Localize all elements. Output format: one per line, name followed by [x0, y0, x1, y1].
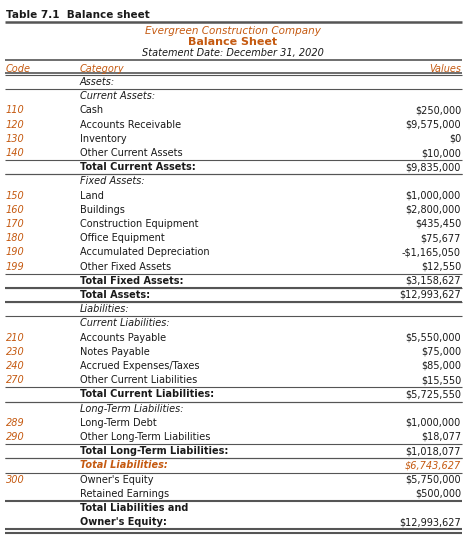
Text: Assets:: Assets: — [80, 77, 115, 87]
Text: 170: 170 — [6, 219, 25, 229]
Text: $250,000: $250,000 — [415, 106, 461, 116]
Text: 210: 210 — [6, 332, 25, 343]
Text: Fixed Assets:: Fixed Assets: — [80, 176, 145, 186]
Text: Notes Payable: Notes Payable — [80, 347, 150, 357]
Text: 140: 140 — [6, 148, 25, 158]
Text: 190: 190 — [6, 247, 25, 257]
Text: Accounts Payable: Accounts Payable — [80, 332, 166, 343]
Text: 110: 110 — [6, 106, 25, 116]
Text: Accrued Expenses/Taxes: Accrued Expenses/Taxes — [80, 361, 199, 371]
Text: $12,993,627: $12,993,627 — [399, 517, 461, 527]
Text: $75,000: $75,000 — [421, 347, 461, 357]
Text: $2,800,000: $2,800,000 — [406, 205, 461, 215]
Text: $9,575,000: $9,575,000 — [405, 119, 461, 129]
Text: $5,750,000: $5,750,000 — [405, 474, 461, 484]
Text: $75,677: $75,677 — [421, 233, 461, 243]
Text: $12,550: $12,550 — [421, 262, 461, 272]
Text: 290: 290 — [6, 432, 25, 442]
Text: $1,018,077: $1,018,077 — [405, 446, 461, 456]
Text: Owner's Equity: Owner's Equity — [80, 474, 154, 484]
Text: Total Long-Term Liabilities:: Total Long-Term Liabilities: — [80, 446, 228, 456]
Text: Accumulated Depreciation: Accumulated Depreciation — [80, 247, 210, 257]
Text: Category: Category — [80, 64, 125, 74]
Text: Retained Earnings: Retained Earnings — [80, 489, 169, 499]
Text: 120: 120 — [6, 119, 25, 129]
Text: Total Assets:: Total Assets: — [80, 290, 150, 300]
Text: -$1,165,050: -$1,165,050 — [402, 247, 461, 257]
Text: 270: 270 — [6, 375, 25, 385]
Text: $6,743,627: $6,743,627 — [405, 461, 461, 471]
Text: Long-Term Liabilities:: Long-Term Liabilities: — [80, 404, 184, 414]
Text: $85,000: $85,000 — [421, 361, 461, 371]
Text: Total Liabilities and: Total Liabilities and — [80, 503, 188, 513]
Text: Other Current Liabilities: Other Current Liabilities — [80, 375, 197, 385]
Text: Cash: Cash — [80, 106, 104, 116]
Text: 289: 289 — [6, 418, 25, 428]
Text: Construction Equipment: Construction Equipment — [80, 219, 198, 229]
Text: 240: 240 — [6, 361, 25, 371]
Text: Table 7.1  Balance sheet: Table 7.1 Balance sheet — [6, 10, 150, 20]
Text: Total Fixed Assets:: Total Fixed Assets: — [80, 276, 184, 286]
Text: $1,000,000: $1,000,000 — [406, 418, 461, 428]
Text: Other Current Assets: Other Current Assets — [80, 148, 183, 158]
Text: Balance Sheet: Balance Sheet — [189, 37, 277, 47]
Text: $15,550: $15,550 — [421, 375, 461, 385]
Text: Other Fixed Assets: Other Fixed Assets — [80, 262, 171, 272]
Text: 180: 180 — [6, 233, 25, 243]
Text: $12,993,627: $12,993,627 — [399, 290, 461, 300]
Text: Code: Code — [6, 64, 31, 74]
Text: $500,000: $500,000 — [415, 489, 461, 499]
Text: $435,450: $435,450 — [415, 219, 461, 229]
Text: Evergreen Construction Company: Evergreen Construction Company — [145, 26, 321, 36]
Text: $18,077: $18,077 — [421, 432, 461, 442]
Text: Owner's Equity:: Owner's Equity: — [80, 517, 167, 527]
Text: 130: 130 — [6, 134, 25, 144]
Text: Total Liabilities:: Total Liabilities: — [80, 461, 168, 471]
Text: Land: Land — [80, 191, 104, 201]
Text: $5,725,550: $5,725,550 — [405, 389, 461, 399]
Text: Accounts Receivable: Accounts Receivable — [80, 119, 181, 129]
Text: 150: 150 — [6, 191, 25, 201]
Text: $5,550,000: $5,550,000 — [405, 332, 461, 343]
Text: Buildings: Buildings — [80, 205, 125, 215]
Text: 300: 300 — [6, 474, 25, 484]
Text: Long-Term Debt: Long-Term Debt — [80, 418, 157, 428]
Text: Total Current Assets:: Total Current Assets: — [80, 162, 196, 172]
Text: Other Long-Term Liabilities: Other Long-Term Liabilities — [80, 432, 210, 442]
Text: Current Liabilities:: Current Liabilities: — [80, 319, 170, 328]
Text: Liabilities:: Liabilities: — [80, 304, 130, 314]
Text: Total Current Liabilities:: Total Current Liabilities: — [80, 389, 214, 399]
Text: 199: 199 — [6, 262, 25, 272]
Text: $10,000: $10,000 — [421, 148, 461, 158]
Text: 230: 230 — [6, 347, 25, 357]
Text: 160: 160 — [6, 205, 25, 215]
Text: Inventory: Inventory — [80, 134, 127, 144]
Text: Current Assets:: Current Assets: — [80, 91, 155, 101]
Text: $3,158,627: $3,158,627 — [405, 276, 461, 286]
Text: $9,835,000: $9,835,000 — [406, 162, 461, 172]
Text: $0: $0 — [449, 134, 461, 144]
Text: $1,000,000: $1,000,000 — [406, 191, 461, 201]
Text: Office Equipment: Office Equipment — [80, 233, 165, 243]
Text: Statement Date: December 31, 2020: Statement Date: December 31, 2020 — [142, 48, 324, 58]
Text: Values: Values — [429, 64, 461, 74]
